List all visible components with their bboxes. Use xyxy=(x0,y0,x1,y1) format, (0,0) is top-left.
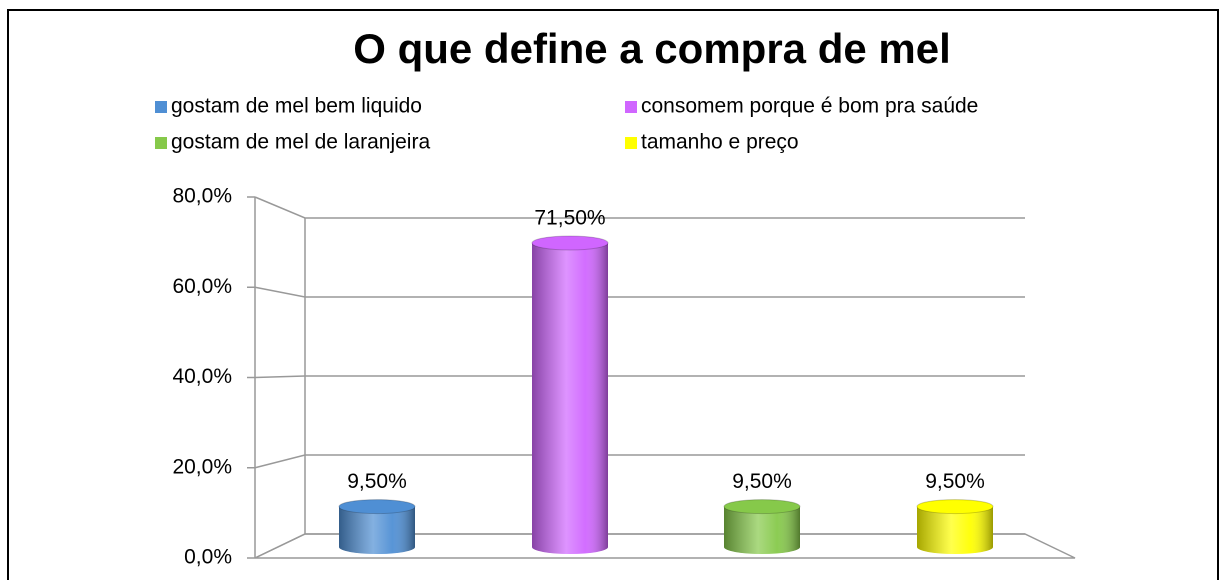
grid-line xyxy=(254,454,1025,469)
legend-label: gostam de mel de laranjeira xyxy=(171,131,430,154)
y-tick-label: 80,0% xyxy=(172,185,232,208)
legend-swatch xyxy=(625,101,637,113)
grid-line xyxy=(254,196,1025,219)
legend-label: gostam de mel bem liquido xyxy=(171,95,422,118)
legend-swatch xyxy=(155,101,167,113)
bar-top xyxy=(531,235,609,251)
value-label: 9,50% xyxy=(925,470,985,493)
value-label: 71,50% xyxy=(534,207,605,230)
bar-top xyxy=(916,499,994,515)
grid-line xyxy=(254,375,1025,379)
legend-swatch xyxy=(155,137,167,149)
value-label: 9,50% xyxy=(732,470,792,493)
grid-line xyxy=(254,286,1025,298)
y-tick-label: 40,0% xyxy=(172,365,232,388)
y-tick-label: 20,0% xyxy=(172,455,232,478)
chart-title: O que define a compra de mel xyxy=(353,25,951,72)
y-tick-label: 0,0% xyxy=(184,546,232,569)
frame xyxy=(7,9,1219,580)
bar-shade xyxy=(917,506,993,554)
y-tick-label: 60,0% xyxy=(172,275,232,298)
bar-shade xyxy=(724,506,800,554)
legend-swatch xyxy=(625,137,637,149)
bar-top xyxy=(723,499,801,515)
legend-label: consomem porque é bom pra saúde xyxy=(641,95,978,118)
value-label: 9,50% xyxy=(347,470,407,493)
legend-label: tamanho e preço xyxy=(641,131,799,154)
bar-top xyxy=(338,499,416,515)
bar-shade xyxy=(532,243,608,554)
bar-shade xyxy=(339,506,415,554)
